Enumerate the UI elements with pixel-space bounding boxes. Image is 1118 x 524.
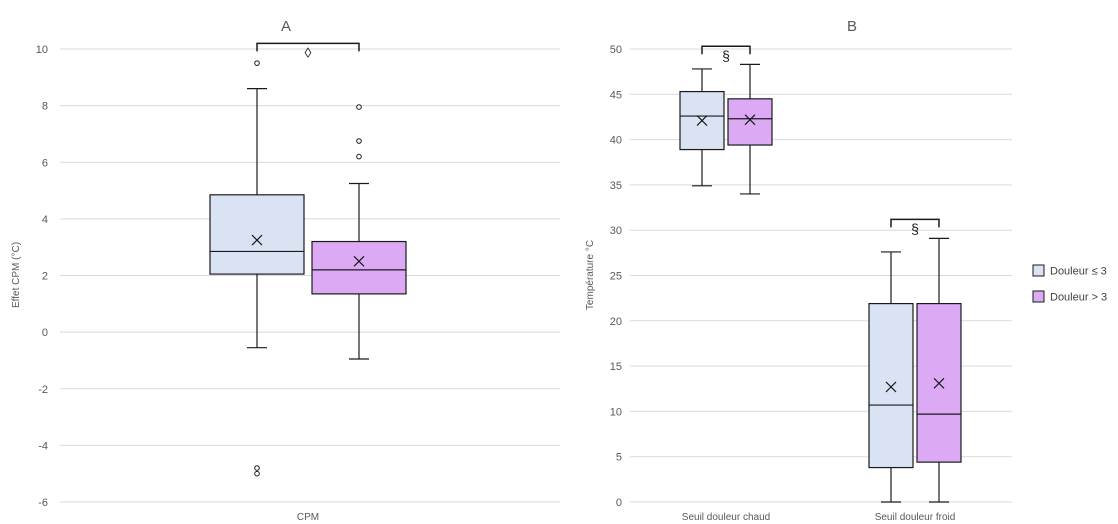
bracket-line <box>701 45 751 55</box>
y-tick-label: 20 <box>610 316 622 328</box>
significance-bracket: § <box>701 45 751 63</box>
y-tick-label: -2 <box>38 384 48 396</box>
y-tick-label: 6 <box>42 157 48 169</box>
box-iqr <box>311 240 407 295</box>
box-iqr <box>916 302 962 463</box>
outlier-point <box>254 470 260 477</box>
legend-label: Douleur > 3 <box>1050 292 1107 304</box>
box-plot <box>679 68 725 187</box>
x-tick-label: Seuil douleur froid <box>875 512 956 523</box>
box-iqr <box>727 98 773 146</box>
chart-title: B <box>847 18 857 35</box>
outlier-point <box>254 60 260 66</box>
legend-item: Douleur ≤ 3 <box>1032 264 1107 278</box>
y-tick-label: 10 <box>610 406 622 418</box>
significance-symbol: § <box>722 47 730 63</box>
legend: Douleur ≤ 3 Douleur > 3 <box>1032 264 1107 304</box>
y-tick-label: -4 <box>38 440 48 452</box>
plot-area: -6 -4 -2 0 2 4 6 8 10 CPM ◊ <box>36 42 560 523</box>
significance-bracket: § <box>890 218 940 236</box>
significance-symbol: § <box>911 220 919 236</box>
y-tick-label: -6 <box>38 497 48 509</box>
outlier-point <box>254 465 260 471</box>
y-tick-label: 15 <box>610 361 622 373</box>
x-tick-label: CPM <box>297 512 319 523</box>
legend-swatch <box>1032 290 1045 303</box>
y-tick-label: 2 <box>42 271 48 283</box>
y-tick-label: 30 <box>610 225 622 237</box>
box-iqr <box>209 194 305 275</box>
bracket-line <box>890 218 940 228</box>
significance-symbol: ◊ <box>305 44 312 60</box>
y-tick-label: 5 <box>616 452 622 464</box>
y-axis-label: Effet CPM (°C) <box>11 242 22 308</box>
y-tick-label: 8 <box>42 101 48 113</box>
mean-marker <box>353 255 365 267</box>
y-tick-label: 4 <box>42 214 48 226</box>
y-tick-label: 45 <box>610 89 622 101</box>
box-iqr <box>868 302 914 469</box>
chart-title: A <box>281 18 291 35</box>
chart-panel-b: B Température °C 0 5 10 15 20 25 30 35 40 45 50 Seu… <box>585 18 1012 523</box>
chart-panel-a: A Effet CPM (°C) -6 -4 -2 0 2 4 6 8 10 CPM ◊ <box>11 18 560 523</box>
legend-item: Douleur > 3 <box>1032 290 1107 304</box>
y-tick-label: 50 <box>610 44 622 56</box>
box-plot <box>727 63 773 195</box>
outlier-point <box>356 138 362 144</box>
y-axis-label: Température °C <box>585 240 596 310</box>
y-tick-label: 35 <box>610 180 622 192</box>
bracket-line <box>256 42 360 52</box>
outlier-point <box>356 104 362 110</box>
mean-marker <box>933 377 945 389</box>
mean-marker <box>885 381 897 393</box>
outlier-point <box>356 153 362 160</box>
mean-marker <box>744 114 756 126</box>
y-tick-label: 40 <box>610 135 622 147</box>
significance-bracket: ◊ <box>256 42 360 60</box>
y-tick-label: 25 <box>610 271 622 283</box>
box-plot <box>209 60 305 477</box>
box-plot <box>868 251 914 503</box>
box-plot <box>916 237 962 503</box>
legend-label: Douleur ≤ 3 <box>1050 266 1107 278</box>
y-tick-label: 0 <box>42 327 48 339</box>
box-plot <box>311 104 407 360</box>
plot-area: 0 5 10 15 20 25 30 35 40 45 50 Seuil douleur chaud S… <box>610 44 1012 523</box>
y-tick-label: 10 <box>36 44 48 56</box>
x-tick-label: Seuil douleur chaud <box>682 512 770 523</box>
y-tick-label: 0 <box>616 497 622 509</box>
mean-marker <box>251 234 263 246</box>
mean-marker <box>696 115 708 126</box>
legend-swatch <box>1032 264 1045 277</box>
